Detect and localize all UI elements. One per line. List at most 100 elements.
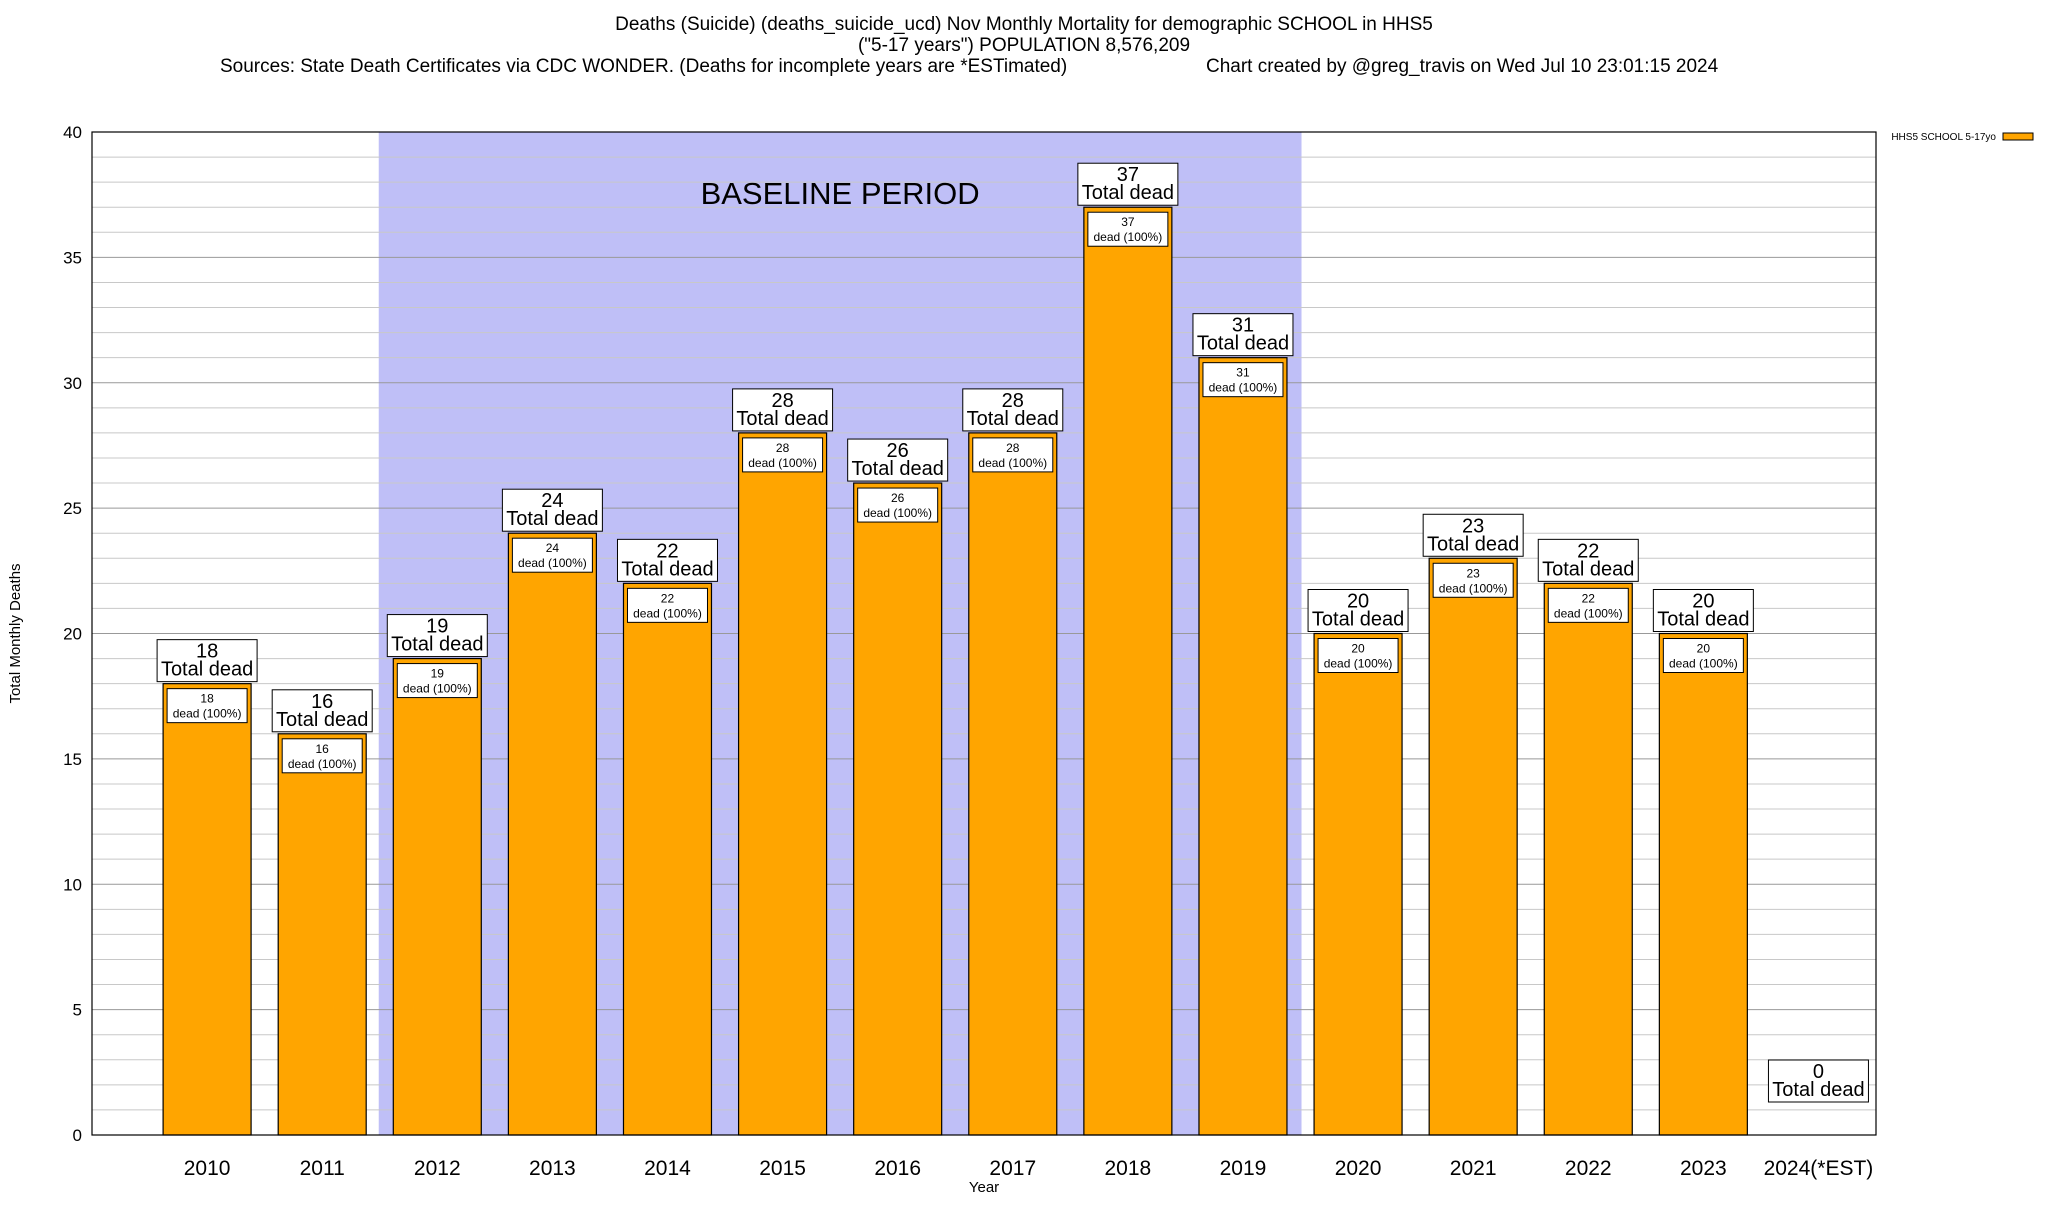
bar-total-label-box	[1652, 589, 1754, 632]
bar	[1198, 357, 1288, 1136]
y-tick-label: 5	[73, 1001, 82, 1020]
bar-total-suffix: Total dead	[1542, 558, 1634, 580]
bar	[162, 683, 252, 1136]
bar-inner-value: 22	[1582, 591, 1596, 605]
y-axis-title: Total Monthly Deaths	[7, 563, 24, 703]
bar-total-value: 16	[311, 691, 333, 713]
bar-inner-suffix: dead (100%)	[1209, 381, 1278, 395]
bar-total-suffix: Total dead	[621, 558, 713, 580]
x-tick-label: 2012	[414, 1157, 461, 1180]
bar-total-label-box	[271, 689, 373, 733]
bar	[853, 482, 943, 1136]
bar	[1658, 632, 1748, 1136]
bar-inner-suffix: dead (100%)	[633, 606, 702, 620]
x-tick-label: 2011	[300, 1157, 345, 1180]
bar-inner-value: 37	[1121, 215, 1135, 229]
x-tick-label: 2021	[1450, 1157, 1497, 1180]
bar-inner-value: 18	[200, 692, 214, 706]
bar-inner-label-box	[1087, 211, 1169, 247]
bar-total-suffix: Total dead	[276, 709, 368, 731]
bar	[737, 432, 828, 1136]
bar-total-value: 31	[1232, 315, 1254, 337]
bar-inner-suffix: dead (100%)	[1094, 230, 1163, 244]
x-tick-label: 2019	[1220, 1157, 1267, 1180]
bar-total-label-box	[156, 639, 258, 683]
bar-inner-suffix: dead (100%)	[518, 556, 587, 570]
x-tick-label: 2014	[644, 1157, 691, 1180]
bar-total-suffix: Total dead	[1082, 182, 1174, 204]
bar-inner-suffix: dead (100%)	[1439, 581, 1508, 595]
bar-total-value: 0	[1813, 1061, 1824, 1083]
bar-inner-label-box	[857, 487, 939, 523]
bar-total-suffix: Total dead	[736, 408, 828, 430]
bar-total-value: 37	[1117, 164, 1139, 186]
x-tick-label: 2022	[1565, 1157, 1612, 1180]
bar-total-value: 24	[541, 490, 563, 512]
bar-inner-suffix: dead (100%)	[748, 456, 817, 470]
bar-inner-suffix: dead (100%)	[863, 506, 932, 520]
y-tick-label: 0	[73, 1126, 82, 1145]
bar-total-value: 19	[426, 616, 448, 638]
bar-total-suffix: Total dead	[852, 458, 944, 480]
bar-total-value: 26	[887, 440, 909, 462]
bar-total-suffix: Total dead	[1427, 533, 1519, 555]
bar-inner-value: 23	[1466, 566, 1480, 580]
bar-inner-value: 24	[546, 541, 560, 555]
bar-inner-value: 26	[891, 491, 905, 505]
bar-inner-value: 28	[776, 441, 790, 455]
bar-inner-value: 20	[1351, 642, 1365, 656]
bar-inner-label-box	[166, 688, 248, 724]
bar-inner-suffix: dead (100%)	[1324, 657, 1393, 671]
bar-inner-label-box	[281, 738, 363, 774]
bar-total-suffix: Total dead	[1312, 609, 1404, 631]
bar-total-label-box	[1077, 162, 1179, 206]
bar-total-value: 22	[1577, 540, 1599, 562]
bar-inner-value: 28	[1006, 441, 1020, 455]
x-tick-label: 2020	[1335, 1157, 1382, 1180]
bar-inner-suffix: dead (100%)	[1669, 657, 1738, 671]
bar-inner-label-box	[626, 587, 708, 623]
bar-total-value: 18	[196, 641, 218, 663]
bar-total-label-box	[1192, 313, 1294, 357]
bar-inner-suffix: dead (100%)	[1554, 606, 1623, 620]
x-tick-label: 2023	[1680, 1157, 1727, 1180]
bar-inner-label-box	[396, 663, 478, 699]
bar	[392, 657, 482, 1136]
x-tick-label: 2016	[874, 1157, 921, 1180]
bar-inner-value: 16	[316, 742, 330, 756]
chart-title-line-1: Deaths (Suicide) (deaths_suicide_ucd) No…	[615, 14, 1433, 35]
bar-total-suffix: Total dead	[1772, 1079, 1864, 1101]
chart-sources: Sources: State Death Certificates via CD…	[220, 56, 1067, 77]
legend-swatch	[2002, 132, 2034, 141]
x-tick-label: 2013	[529, 1157, 576, 1180]
bar-inner-label-box	[1662, 638, 1744, 673]
x-tick-label: 2024(*EST)	[1764, 1157, 1874, 1180]
x-tick-label: 2018	[1105, 1157, 1152, 1180]
bar	[1428, 557, 1518, 1136]
bar-total-label-box	[1767, 1059, 1869, 1103]
bar-total-label-box	[501, 488, 603, 532]
bar-total-label-box	[847, 438, 949, 482]
bar-total-suffix: Total dead	[161, 659, 253, 681]
bar	[507, 532, 597, 1136]
bar-inner-suffix: dead (100%)	[173, 707, 242, 721]
bar-total-value: 20	[1692, 591, 1714, 613]
y-tick-label: 10	[63, 875, 82, 894]
bar-inner-label-box	[1432, 562, 1514, 598]
bar-total-value: 22	[656, 540, 678, 562]
bar-total-label-box	[732, 388, 834, 432]
bar-inner-label-box	[511, 537, 593, 573]
y-tick-label: 35	[63, 248, 82, 267]
bar-total-label-box	[616, 538, 718, 582]
bar	[622, 582, 713, 1136]
bar-total-value: 23	[1462, 515, 1484, 537]
bar-inner-value: 20	[1697, 642, 1711, 656]
y-tick-label: 30	[63, 374, 82, 393]
x-tick-label: 2010	[184, 1157, 231, 1180]
bar-total-label-box	[1307, 589, 1409, 632]
bar	[1313, 632, 1403, 1136]
bar-inner-suffix: dead (100%)	[978, 456, 1047, 470]
chart-credit: Chart created by @greg_travis on Wed Jul…	[1206, 56, 1719, 77]
